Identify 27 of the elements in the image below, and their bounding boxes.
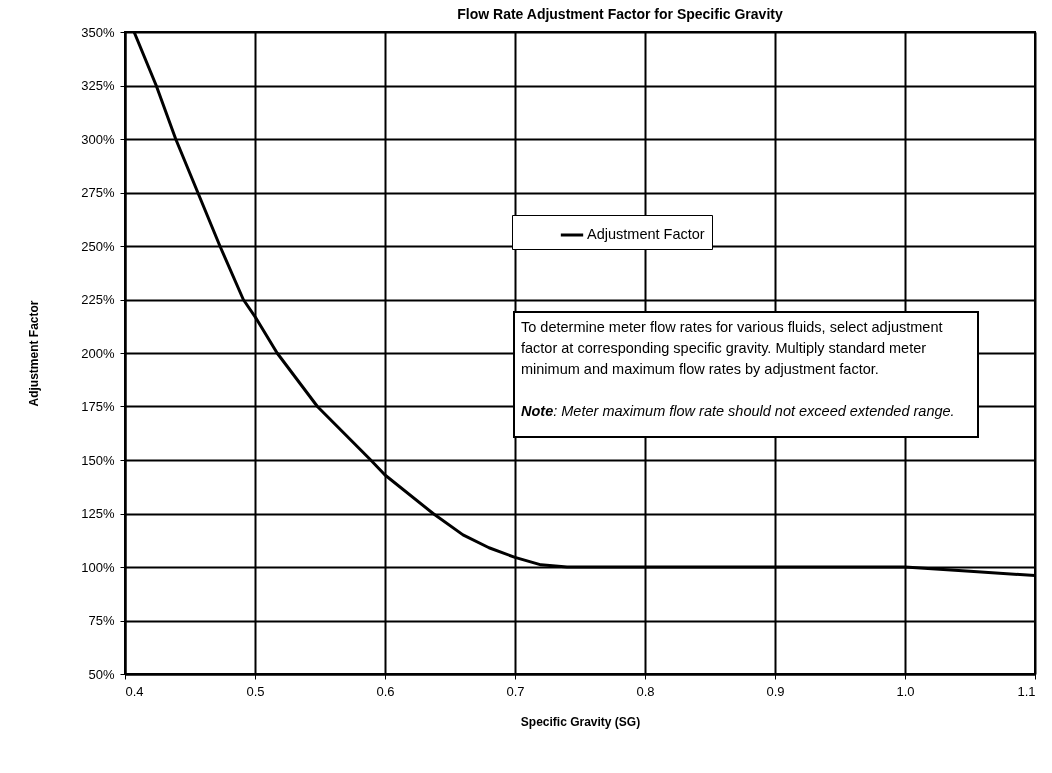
x-tick-label: 0.5	[246, 683, 265, 699]
annotation: Note: Meter maximum flow rate should not exceed extended range.	[521, 402, 956, 421]
y-tick-label: 225%	[81, 292, 115, 307]
y-tick-label: 325%	[81, 78, 115, 93]
x-tick-label: 0.4	[125, 683, 144, 699]
y-tick-label: 50%	[88, 666, 115, 682]
chart-title: Flow Rate Adjustment Factor for Specific Gravity	[457, 6, 783, 22]
y-tick-label: 275%	[81, 185, 115, 200]
y-axis-title: Adjustment Factor	[27, 300, 42, 407]
y-tick-label: 350%	[81, 24, 115, 40]
legend-label: Adjustment Factor	[587, 226, 705, 242]
x-tick-label: 0.9	[766, 683, 785, 699]
y-tick-label: 150%	[81, 452, 115, 468]
y-tick-label: 175%	[81, 399, 115, 414]
x-tick-label: 0.7	[506, 683, 525, 699]
x-axis-title: Specific Gravity (SG)	[520, 714, 641, 729]
y-tick-label: 300%	[81, 131, 115, 147]
y-tick-label: 200%	[81, 345, 115, 361]
y-tick-label: 125%	[81, 506, 115, 521]
annotation: To determine meter flow rates for various fluids, select adjustment factor at corresponding specific gravity. Multiply standard meter minimum and maximum flow rates by adjustment factor.	[521, 318, 944, 379]
x-tick-label: 0.8	[636, 683, 655, 699]
y-tick-label: 75%	[88, 613, 115, 628]
y-tick-label: 100%	[81, 559, 115, 575]
x-tick-label: 1.1	[1017, 683, 1036, 699]
x-tick-label: 0.6	[376, 683, 395, 699]
x-tick-label: 1.0	[896, 683, 915, 699]
y-tick-label: 250%	[81, 238, 115, 254]
